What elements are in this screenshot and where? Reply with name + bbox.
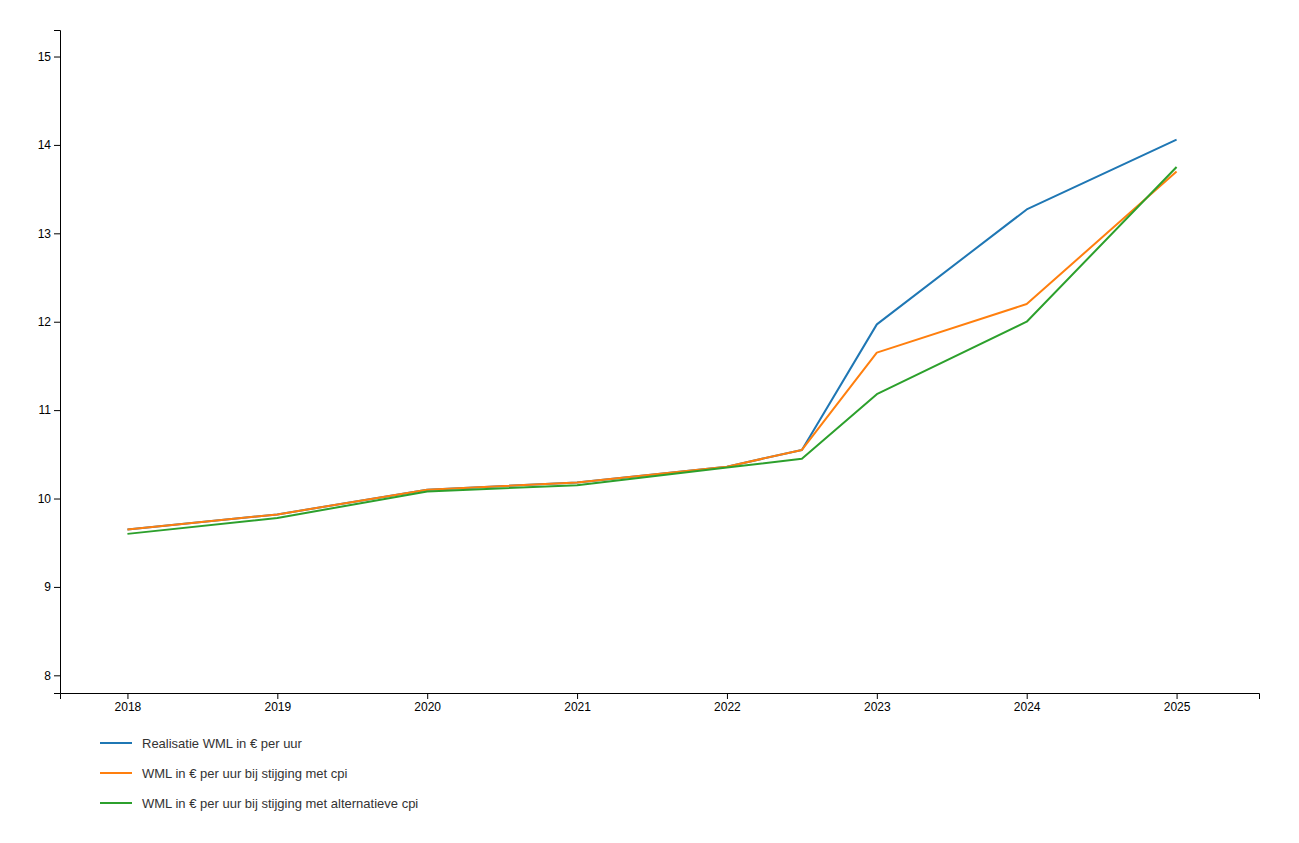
tick-mark [1027, 693, 1028, 699]
tick: 2018 [115, 693, 142, 714]
tick-label: 11 [39, 403, 52, 417]
tick-label: 2020 [414, 700, 441, 714]
legend-swatch [100, 742, 132, 744]
tick: 2019 [264, 693, 291, 714]
chart: 2018 2019 2020 2021 2022 2023 2024 2025 8 9 10 11 12… [0, 0, 1299, 843]
tick: 15 [38, 50, 60, 64]
y-axis-line [54, 31, 61, 694]
legend-item: WML in € per uur bij stijging met altern… [100, 796, 418, 811]
tick-mark [54, 233, 60, 234]
tick-mark [427, 693, 428, 699]
tick: 10 [38, 492, 60, 506]
tick: 9 [44, 580, 60, 594]
legend-item: WML in € per uur bij stijging met cpi [100, 766, 348, 781]
tick-label: 8 [44, 669, 51, 683]
tick: 13 [38, 227, 60, 241]
series-line [127, 140, 1176, 530]
tick-label: 2024 [1014, 700, 1041, 714]
x-axis-line [61, 694, 1260, 700]
tick: 2024 [1014, 693, 1041, 714]
legend: Realisatie WML in € per uur WML in € per … [100, 736, 418, 811]
tick-label: 15 [38, 50, 52, 64]
tick-mark [54, 57, 60, 58]
tick-label: 2023 [864, 700, 891, 714]
x-axis: 2018 2019 2020 2021 2022 2023 2024 2025 [61, 693, 1260, 714]
tick-label: 2018 [115, 700, 142, 714]
tick-mark [277, 693, 278, 699]
tick-mark [877, 693, 878, 699]
tick-mark [127, 693, 128, 699]
tick: 14 [38, 138, 60, 152]
legend-label: Realisatie WML in € per uur [142, 736, 303, 751]
tick-mark [54, 675, 60, 676]
tick-mark [727, 693, 728, 699]
tick-label: 12 [38, 315, 52, 329]
tick-label: 13 [38, 227, 52, 241]
lines [127, 140, 1176, 534]
tick: 2020 [414, 693, 441, 714]
tick-mark [54, 587, 60, 588]
tick-label: 9 [44, 580, 51, 594]
tick: 2023 [864, 693, 891, 714]
tick-mark [54, 322, 60, 323]
tick-label: 14 [38, 138, 52, 152]
legend-label: WML in € per uur bij stijging met altern… [142, 796, 418, 811]
tick-label: 2022 [714, 700, 741, 714]
tick-mark [54, 145, 60, 146]
plot: 2018 2019 2020 2021 2022 2023 2024 2025 8 9 10 11 12… [38, 31, 1260, 714]
tick: 12 [38, 315, 60, 329]
tick-mark [54, 499, 60, 500]
tick-mark [577, 693, 578, 699]
tick: 2021 [564, 693, 591, 714]
tick: 2025 [1164, 693, 1191, 714]
tick-label: 10 [38, 492, 52, 506]
tick-label: 2025 [1164, 700, 1191, 714]
tick-label: 2021 [564, 700, 591, 714]
tick: 8 [44, 669, 60, 683]
legend-swatch [100, 772, 132, 774]
legend-swatch [100, 802, 132, 804]
legend-label: WML in € per uur bij stijging met cpi [142, 766, 348, 781]
tick: 2022 [714, 693, 741, 714]
y-axis: 8 9 10 11 12 13 14 15 [38, 31, 61, 694]
tick-label: 2019 [264, 700, 291, 714]
tick-mark [1177, 693, 1178, 699]
series-line [127, 167, 1176, 534]
tick-mark [54, 410, 60, 411]
tick: 11 [39, 403, 60, 417]
legend-item: Realisatie WML in € per uur [100, 736, 303, 751]
